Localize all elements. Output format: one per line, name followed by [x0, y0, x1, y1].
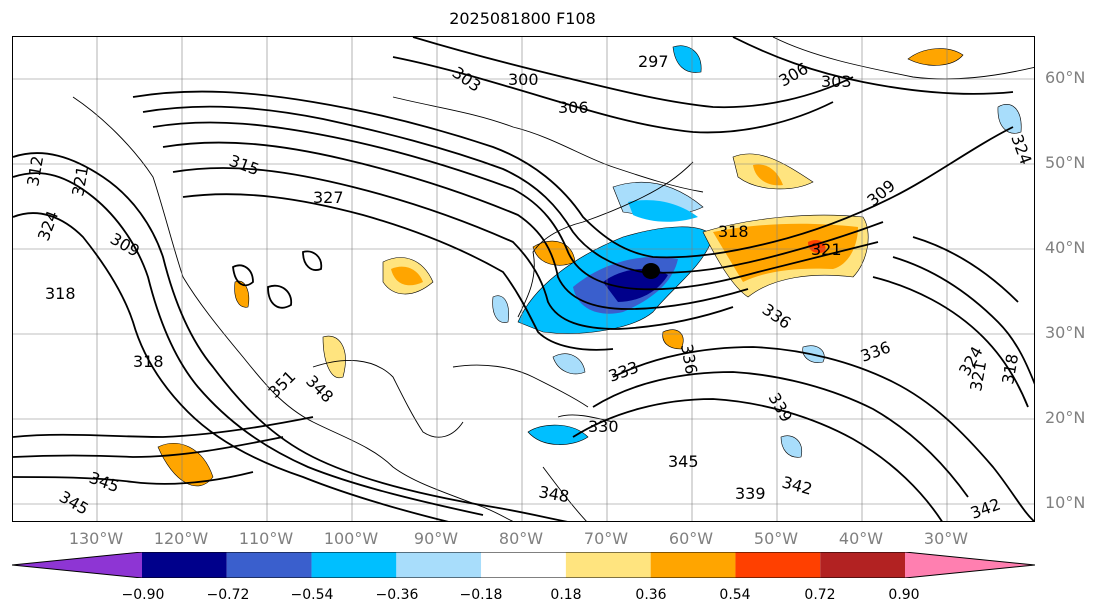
- colorbar-tick-label: 0.54: [719, 587, 751, 603]
- contour-label: 306: [558, 98, 589, 117]
- colorbar-tick-label: −0.72: [206, 587, 250, 603]
- lon-label: 30°W: [923, 529, 969, 548]
- contour-lines: [13, 37, 1034, 521]
- colorbar-extend-max: [905, 552, 1035, 578]
- contour-label: 318: [133, 352, 164, 371]
- colorbar-tick-label: −0.36: [375, 587, 419, 603]
- contour-label: 318: [998, 352, 1022, 385]
- lat-label: 10°N: [1045, 493, 1086, 512]
- contour-label: 336: [858, 337, 893, 365]
- contour-label: 351: [264, 367, 299, 402]
- contour-label: 330: [588, 417, 619, 436]
- contour-label: 309: [107, 229, 143, 261]
- colorbar-extend-min: [12, 552, 142, 578]
- lon-label: 60°W: [668, 529, 714, 548]
- contour-label: 336: [759, 300, 795, 333]
- contour-label: 345: [668, 452, 699, 471]
- contour-label: 318: [45, 284, 76, 303]
- colorbar-cell: [311, 552, 397, 578]
- map-title: 2025081800 F108: [449, 9, 596, 28]
- lon-label: 100°W: [323, 529, 379, 548]
- contour-label: 297: [638, 52, 669, 71]
- colorbar-tick-label: 0.90: [888, 587, 920, 603]
- contour-label: 303: [449, 63, 485, 96]
- colorbar-tick-label: −0.54: [290, 587, 334, 603]
- colorbar: [12, 552, 1035, 578]
- colorbar-tick-label: 0.18: [550, 587, 582, 603]
- colorbar-cell: [820, 552, 905, 578]
- contour-label: 321: [811, 240, 842, 259]
- contour-label: 303: [821, 72, 852, 91]
- lat-label: 50°N: [1045, 153, 1086, 172]
- lon-label: 70°W: [583, 529, 629, 548]
- map-panel: 303 300 297 306 306 303 324 312 321 324 …: [12, 36, 1035, 522]
- lon-label: 130°W: [68, 529, 124, 548]
- contour-label: 300: [508, 70, 539, 89]
- contour-label: 336: [677, 342, 701, 375]
- contour-label: 318: [718, 222, 749, 241]
- colorbar-cells: [12, 552, 1035, 578]
- contour-label: 312: [23, 154, 47, 187]
- colorbar-tick-label: 0.36: [635, 587, 667, 603]
- lon-label: 80°W: [498, 529, 544, 548]
- colorbar-cell: [226, 552, 312, 578]
- colorbar-tick-label: −0.90: [121, 587, 165, 603]
- contour-label: 306: [776, 59, 812, 91]
- map-canvas: 303 300 297 306 306 303 324 312 321 324 …: [13, 37, 1035, 522]
- lat-label: 30°N: [1045, 323, 1086, 342]
- colorbar-cell: [735, 552, 821, 578]
- lon-label: 50°W: [753, 529, 799, 548]
- lon-label: 40°W: [838, 529, 884, 548]
- colorbar-tick-label: −0.18: [459, 587, 503, 603]
- graticule: [13, 37, 1034, 521]
- contour-label: 333: [606, 357, 641, 385]
- coastline-layer: [72, 37, 1034, 521]
- contour-label: 309: [863, 176, 899, 210]
- contour-label: 342: [968, 494, 1003, 522]
- lat-label: 60°N: [1045, 68, 1086, 87]
- lon-label: 90°W: [413, 529, 459, 548]
- colorbar-cell: [142, 552, 227, 578]
- contour-label: 345: [87, 468, 122, 496]
- colorbar-cell: [396, 552, 482, 578]
- contour-label: 315: [227, 151, 262, 179]
- contour-label: 348: [302, 371, 337, 406]
- colorbar-cell: [565, 552, 651, 578]
- contour-label: 348: [537, 482, 570, 506]
- contour-label: 327: [313, 188, 344, 207]
- lon-label: 120°W: [153, 529, 209, 548]
- colorbar-cell: [481, 552, 566, 578]
- lat-label: 20°N: [1045, 408, 1086, 427]
- lon-label: 110°W: [238, 529, 294, 548]
- lat-label: 40°N: [1045, 238, 1086, 257]
- contour-label: 342: [780, 473, 814, 499]
- contour-label: 345: [56, 487, 92, 519]
- contour-label: 324: [1007, 132, 1035, 167]
- contour-label: 339: [735, 484, 766, 503]
- colorbar-cell: [650, 552, 736, 578]
- colorbar-tick-label: 0.72: [804, 587, 836, 603]
